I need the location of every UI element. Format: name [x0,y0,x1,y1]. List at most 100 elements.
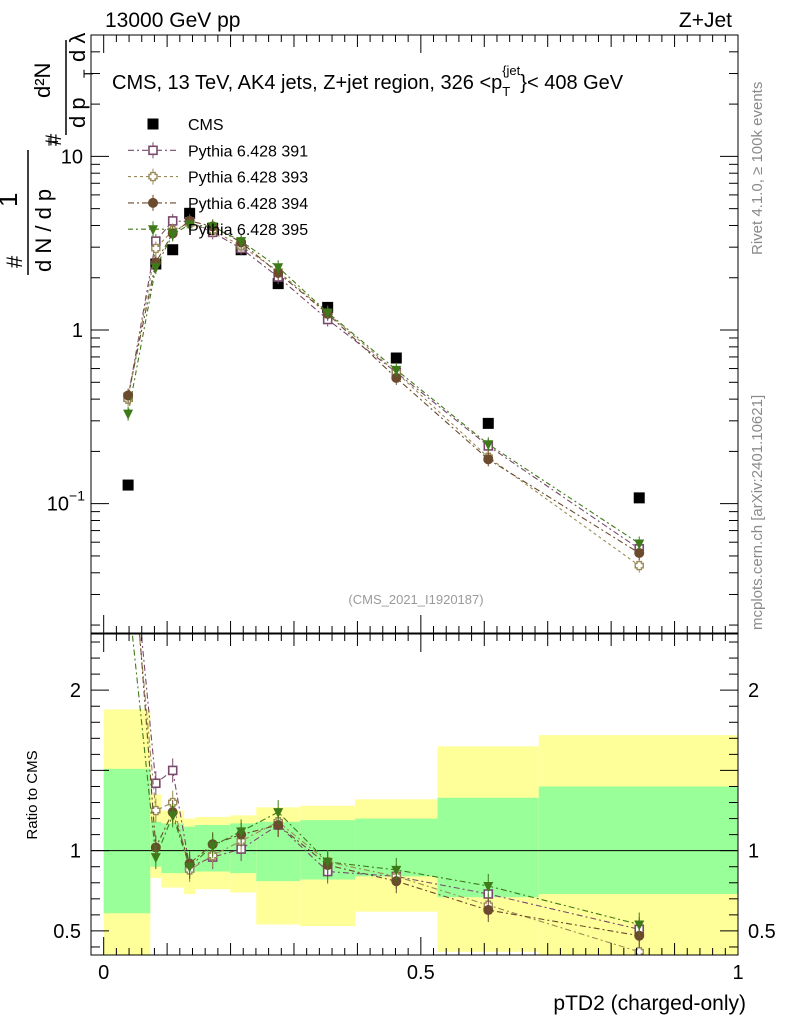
ratio-line-p395 [131,634,640,926]
x-axis-label: pTD2 (charged-only) [553,992,746,1015]
ratio-line-p391 [140,634,640,930]
point-p395 [150,263,161,274]
ratio-panel: 2 21 10.5 0.50 0.5 1 Ratio to CMS pTD2 (charg… [24,494,776,1015]
ratio-bands [103,709,738,955]
ratio-point-p395 [150,853,161,864]
point-p395 [167,230,178,241]
legend-item-p391: Pythia 6.428 391 [128,142,308,160]
point-p395 [322,308,333,319]
ratio-point-p395 [167,811,178,822]
title-sup: {jet [502,63,520,78]
point-p393 [151,243,161,254]
series-line-p393 [127,223,640,567]
title-post: }< 408 GeV [520,72,624,94]
point-cms [633,492,645,504]
legend-label: Pythia 6.428 394 [188,196,308,213]
point-p395 [184,220,195,231]
band-inner [161,823,185,874]
legend-label: CMS [188,117,224,134]
band-inner [103,768,151,914]
point-cms [390,352,402,364]
series-line-p394 [127,220,640,554]
title-pre: CMS, 13 TeV, AK4 jets, Z+jet region, 326… [112,72,502,94]
ylabel-den2: d p [65,97,90,128]
series-cms [122,207,645,504]
series-p394 [123,213,645,560]
ratio-point-p394 [483,905,494,916]
legend-label: Pythia 6.428 395 [188,222,308,239]
main-ytick-label: 10 [47,494,69,516]
point-cms [167,244,179,256]
ratio-point-p394 [273,819,284,830]
series-line-p391 [127,220,640,550]
ratio-ytick-label: 0.5 [53,921,81,943]
ratio-ytick-label: 2 [70,680,81,702]
ratio-point-p395 [236,827,247,838]
point-p395 [273,263,284,274]
series-p391 [123,213,645,556]
header-left: 13000 GeV pp [105,9,240,32]
legend-marker-p393 [148,171,158,182]
ratio-point-p395 [123,590,133,600]
band-inner [184,826,196,874]
ratio-point-p395 [322,857,333,868]
legend-marker-cms [147,118,159,130]
main-ytick-label-exp: −1 [69,488,85,504]
analysis-label: (CMS_2021_I1920187) [348,592,483,607]
ratio-point-p391 [151,778,161,789]
ylabel-den: d N / d p [31,189,56,272]
main-ytick-label: 10 [61,146,83,168]
ratio-point-p391 [167,765,178,776]
series-line-p395 [127,223,640,544]
legend-item-p395: Pythia 6.428 395 [128,221,308,239]
main-series [122,207,645,573]
main-ytick-label: 1 [72,320,83,342]
plot-title: CMS, 13 TeV, AK4 jets, Z+jet region, 326… [112,63,624,99]
legend-marker-p395 [148,225,158,236]
point-cms [482,417,494,429]
ratio-point-p391 [124,494,132,502]
ratio-point-p395 [391,865,402,876]
ylabel-T2: T [80,69,96,78]
xtick-label: 0.5 [407,962,435,984]
legend: CMS Pythia 6.428 391 Pythia 6.428 393 Pythi… [128,117,308,239]
ratio-ylabel: Ratio to CMS [24,750,41,839]
legend-marker-p394 [148,197,158,208]
ratio-point-p395 [483,881,494,892]
legend-label: Pythia 6.428 393 [188,170,308,187]
point-p395 [123,409,134,420]
ratio-ytick-label: 1 [70,841,81,863]
ratio-point-p393 [634,947,644,955]
ratio-ticks: 2 21 10.5 0.50 0.5 1 [53,634,776,984]
main-ylabel: # 1 d N / d p T # d²N d p T d λ [0,33,96,275]
ratio-point-p395 [634,920,645,931]
point-p394 [123,390,134,401]
ylabel-num: d²N [30,63,55,98]
series-p395 [123,217,645,551]
title-sub: T [502,84,510,99]
band-inner [538,786,738,895]
point-p394 [634,547,645,558]
xtick-label: 0 [98,962,109,984]
legend-label: Pythia 6.428 391 [188,143,308,160]
point-p395 [634,539,645,550]
main-frame [90,34,739,634]
ylabel-hash2: # [41,133,66,146]
ylabel-one: 1 [0,193,23,207]
xtick-label: 1 [732,962,743,984]
ratio-point-p393 [151,805,161,816]
ratio-frame [90,633,739,956]
ylabel-T1: T [45,137,61,146]
point-p395 [391,365,402,376]
point-p395 [207,222,218,233]
point-p393 [634,560,644,571]
ylabel-dlam: d λ [65,33,90,62]
ratio-series-p395 [123,590,645,937]
ratio-ytick-label-right: 2 [748,680,759,702]
ratio-point-p395 [273,808,284,819]
header-right: Z+Jet [679,9,732,32]
